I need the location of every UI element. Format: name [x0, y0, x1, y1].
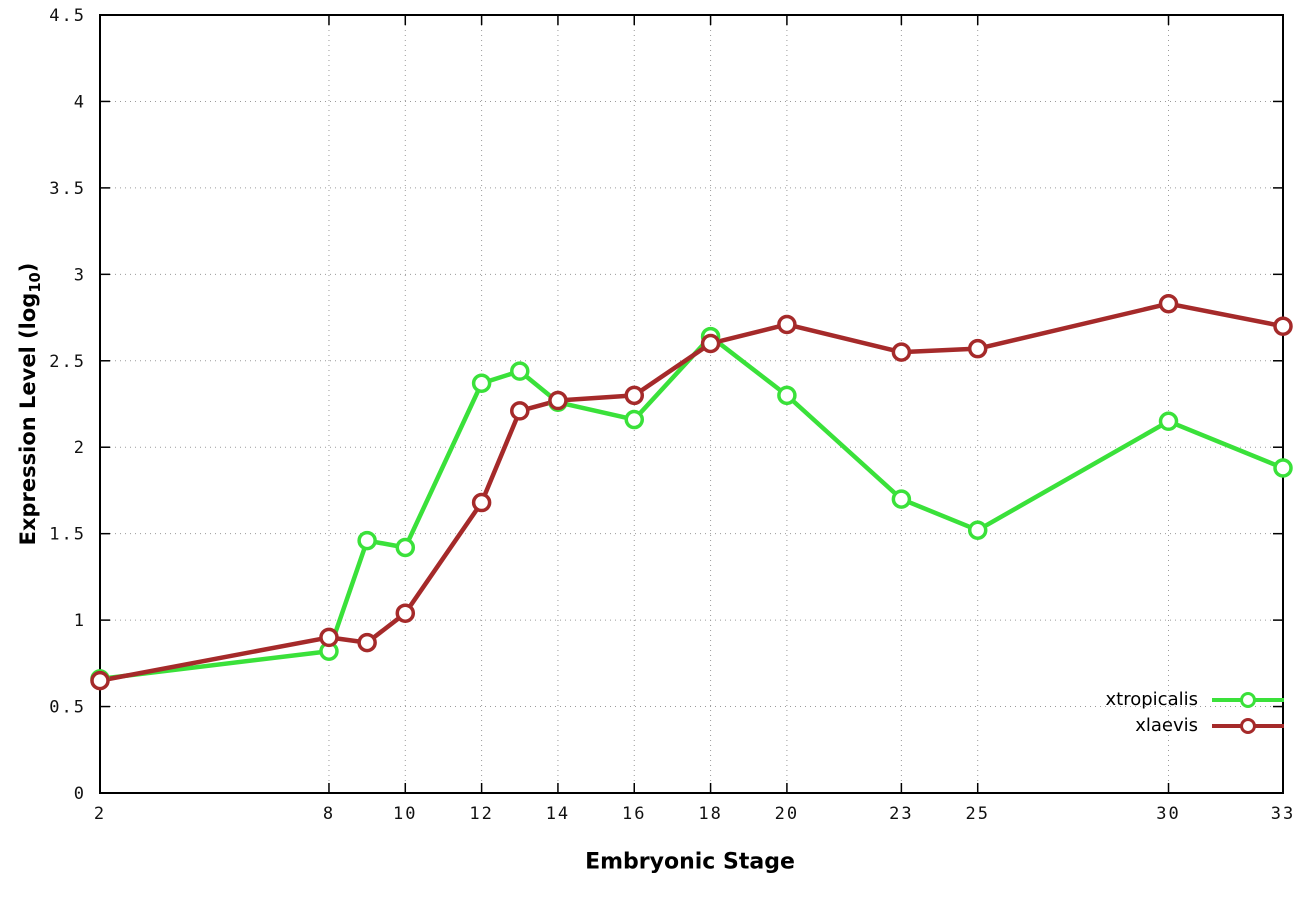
data-point-xlaevis — [891, 342, 912, 362]
y-axis-label-close: ) — [15, 262, 40, 273]
plot-border — [99, 14, 1284, 794]
legend-sample-xtropicalis — [1212, 691, 1284, 709]
x-tick-label: 2 — [94, 804, 106, 824]
x-tick-label: 8 — [323, 804, 335, 824]
x-tick-label: 20 — [775, 804, 799, 824]
legend-marker-circle — [1240, 717, 1256, 734]
x-axis-label: Embryonic Stage — [585, 849, 795, 875]
y-tick-label: 2 — [74, 438, 86, 458]
data-point-xlaevis — [777, 314, 797, 335]
data-point-xlaevis — [548, 390, 568, 411]
x-tick-label: 14 — [546, 804, 570, 824]
legend-item-xtropicalis: xtropicalis — [1106, 689, 1284, 710]
legend-label-xlaevis: xlaevis — [1135, 715, 1198, 736]
data-point-xlaevis — [357, 632, 377, 653]
legend-marker-circle — [1240, 691, 1256, 708]
data-point-xlaevis — [471, 492, 492, 513]
y-tick-label: 1.5 — [49, 525, 86, 545]
y-tick-label: 0.5 — [49, 698, 86, 718]
data-point-xtropicalis — [395, 537, 416, 558]
data-point-xtropicalis — [357, 530, 377, 551]
data-point-xtropicalis — [510, 361, 530, 381]
data-point-xlaevis — [700, 333, 721, 354]
data-point-xtropicalis — [1158, 411, 1179, 432]
x-tick-label: 16 — [622, 804, 646, 824]
y-tick-label: 4 — [74, 92, 86, 112]
y-axis-label-subscript: 10 — [27, 272, 45, 293]
x-tick-label: 30 — [1156, 804, 1180, 824]
x-tick-label: 12 — [469, 804, 493, 824]
legend: xtropicalis xlaevis — [1106, 684, 1284, 741]
data-point-xlaevis — [395, 603, 416, 623]
data-point-xlaevis — [624, 385, 645, 406]
legend-item-xlaevis: xlaevis — [1106, 715, 1284, 736]
y-tick-label: 0 — [74, 784, 86, 804]
series-line-xtropicalis — [97, 334, 1286, 682]
data-point-xlaevis — [1273, 316, 1293, 336]
data-point-xtropicalis — [624, 409, 645, 430]
data-point-xlaevis — [510, 401, 530, 421]
data-point-xtropicalis — [777, 385, 797, 406]
data-point-xtropicalis — [891, 489, 912, 509]
x-tick-label: 18 — [698, 804, 722, 824]
legend-sample-xlaevis — [1212, 717, 1284, 735]
y-tick-label: 3 — [74, 265, 86, 285]
y-axis-label: Expression Level (log10) — [16, 263, 44, 546]
y-tick-label: 3.5 — [49, 179, 86, 199]
y-tick-label: 1 — [74, 611, 86, 631]
data-point-xtropicalis — [471, 373, 492, 394]
legend-label-xtropicalis: xtropicalis — [1105, 689, 1198, 710]
data-point-xlaevis — [319, 627, 339, 648]
data-point-xlaevis — [90, 670, 110, 691]
y-tick-label: 4.5 — [49, 6, 86, 26]
x-tick-label: 25 — [965, 804, 989, 824]
data-point-xlaevis — [1158, 293, 1179, 314]
x-tick-label: 23 — [889, 804, 913, 824]
x-tick-label: 33 — [1271, 804, 1295, 824]
y-tick-label: 2.5 — [49, 352, 86, 372]
data-point-xtropicalis — [967, 520, 988, 540]
x-tick-label: 10 — [393, 804, 417, 824]
data-point-xtropicalis — [1273, 458, 1293, 478]
y-axis-label-text: Expression Level (log — [15, 292, 40, 546]
data-point-xlaevis — [967, 338, 988, 359]
